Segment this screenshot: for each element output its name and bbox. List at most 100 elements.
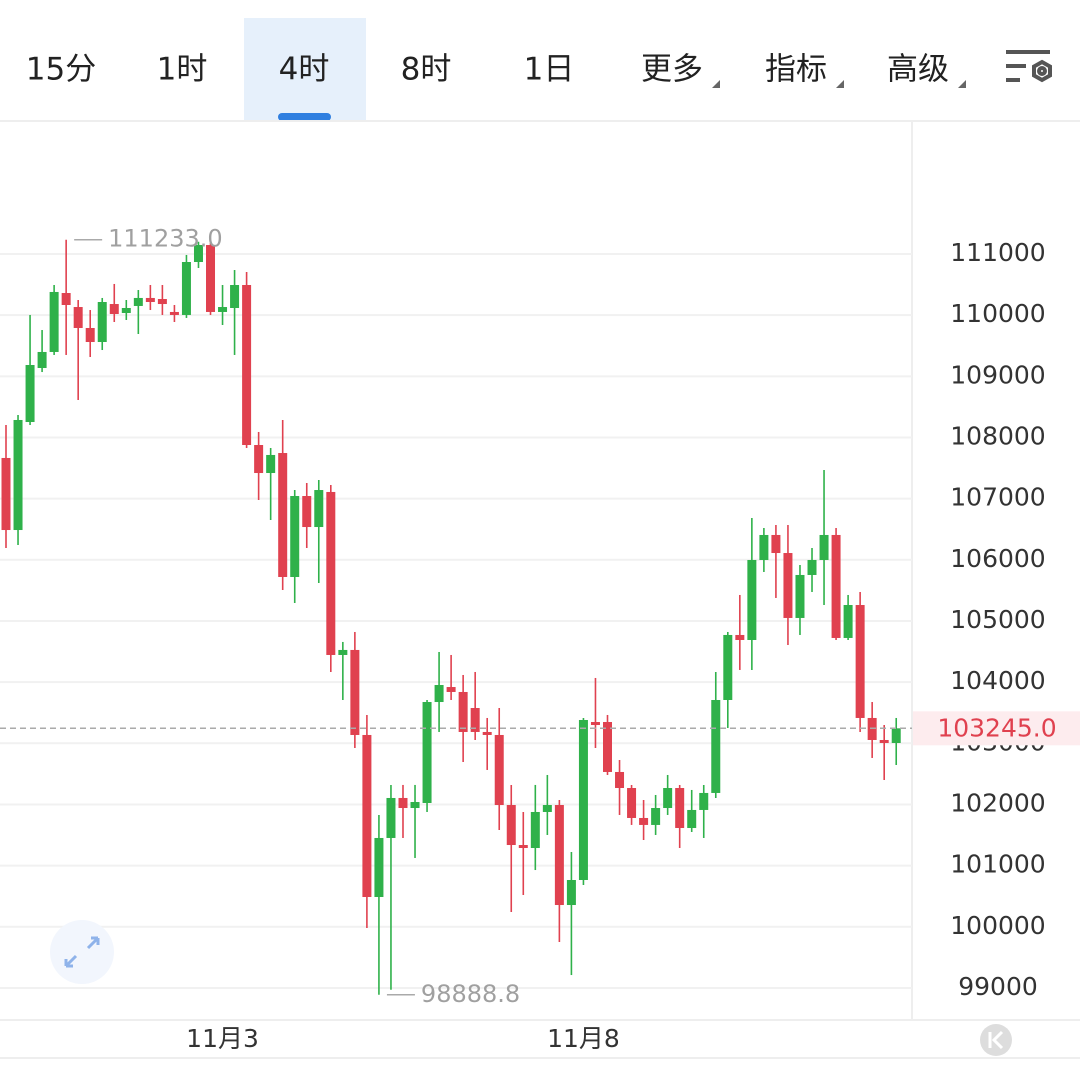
expand-button[interactable] — [50, 920, 114, 984]
candle-body — [206, 244, 216, 312]
candle-body — [711, 699, 721, 793]
candle-body — [627, 788, 637, 818]
candle-body — [615, 771, 625, 789]
candle-body — [807, 559, 817, 575]
candle-body — [723, 634, 733, 700]
candle-body — [506, 805, 516, 846]
candle-body — [290, 496, 300, 577]
low-annotation: 98888.8 — [421, 980, 520, 1008]
active-tab-bg — [244, 18, 366, 121]
candle-body — [819, 534, 829, 560]
candle-body — [566, 879, 576, 906]
high-annotation: 111233.0 — [108, 225, 223, 253]
x-tick-label: 11月8 — [547, 1024, 620, 1053]
candle-body — [795, 574, 805, 618]
y-tick-label: 109000 — [950, 360, 1045, 389]
candle-body — [771, 534, 781, 554]
candle-body — [663, 788, 673, 809]
candle-body — [326, 491, 336, 655]
scroll-to-end-button[interactable] — [980, 1024, 1012, 1056]
dropdown-arrow[interactable] — [712, 80, 720, 88]
dropdown-arrow[interactable] — [836, 80, 844, 88]
candle-body — [651, 808, 661, 825]
candle-body — [97, 302, 107, 343]
candle-body — [25, 365, 35, 423]
x-tick-label: 11月3 — [186, 1024, 259, 1053]
candle-body — [314, 490, 324, 528]
last-price-label: 103245.0 — [937, 713, 1056, 742]
candle-body — [218, 307, 228, 312]
candle-body — [266, 454, 276, 474]
candle-body — [603, 722, 612, 772]
candle-body — [350, 649, 360, 735]
candle-body — [422, 702, 432, 803]
candle-body — [494, 734, 504, 806]
candle-body — [831, 534, 841, 638]
candle-body — [362, 734, 372, 898]
candle-body — [518, 845, 528, 849]
last-price-box — [913, 711, 1080, 746]
candle-body — [699, 792, 709, 810]
candle-body — [783, 553, 793, 618]
candle-body — [193, 244, 203, 263]
candle-body — [181, 262, 191, 315]
candle-body — [398, 797, 408, 809]
candle-body — [843, 605, 853, 638]
y-tick-label: 107000 — [950, 483, 1045, 512]
candle-body — [542, 805, 552, 812]
tab[interactable]: 1日 — [524, 52, 575, 88]
candle-body — [434, 685, 444, 703]
candle-body — [242, 285, 252, 446]
candle-body — [85, 327, 95, 343]
candle-body — [855, 605, 865, 718]
candle-body — [338, 649, 348, 655]
y-tick-label: 101000 — [950, 850, 1045, 879]
candle-body — [735, 634, 745, 640]
candle-body — [482, 731, 492, 735]
candle-body — [386, 797, 396, 838]
tab[interactable]: 15分 — [26, 52, 96, 88]
candle-body — [410, 802, 420, 809]
candle-body — [675, 788, 685, 829]
candle-body — [470, 708, 480, 732]
candle-body — [145, 297, 155, 303]
y-tick-label: 102000 — [950, 788, 1045, 817]
candle-body — [879, 739, 889, 743]
settings-icon[interactable] — [1006, 50, 1052, 83]
y-tick-label: 111000 — [950, 238, 1045, 267]
tab[interactable]: 8时 — [401, 52, 452, 88]
candle-body — [759, 534, 769, 560]
plot: 9900010000010100010200010300010400010500… — [0, 225, 1080, 1053]
tab[interactable]: 指标 — [765, 52, 827, 88]
y-tick-label: 99000 — [958, 972, 1038, 1001]
dropdown-arrow[interactable] — [958, 80, 966, 88]
candle-body — [73, 307, 83, 328]
y-tick-label: 105000 — [950, 605, 1045, 634]
y-tick-label: 108000 — [950, 421, 1045, 450]
candle-body — [133, 297, 143, 306]
tab[interactable]: 高级 — [887, 52, 949, 88]
candle-body — [891, 728, 901, 743]
candle-body — [13, 419, 23, 531]
candle-body — [278, 453, 288, 577]
candle-body — [590, 722, 600, 726]
candle-body — [254, 445, 264, 474]
y-tick-label: 100000 — [950, 911, 1045, 940]
candle-body — [169, 311, 179, 315]
active-tab-indicator — [278, 113, 331, 121]
tab[interactable]: 更多 — [641, 52, 703, 88]
candle-body — [446, 687, 456, 692]
candle-body — [121, 307, 131, 314]
candle-body — [302, 496, 312, 528]
candle-body — [747, 559, 757, 640]
candle-body — [554, 805, 564, 906]
tab[interactable]: 1时 — [157, 52, 208, 88]
y-tick-label: 110000 — [950, 299, 1045, 328]
candle-body — [578, 719, 588, 880]
tab[interactable]: 4时 — [279, 52, 330, 88]
candle-body — [157, 299, 167, 305]
candle-body — [374, 837, 384, 898]
candle-body — [458, 691, 468, 732]
